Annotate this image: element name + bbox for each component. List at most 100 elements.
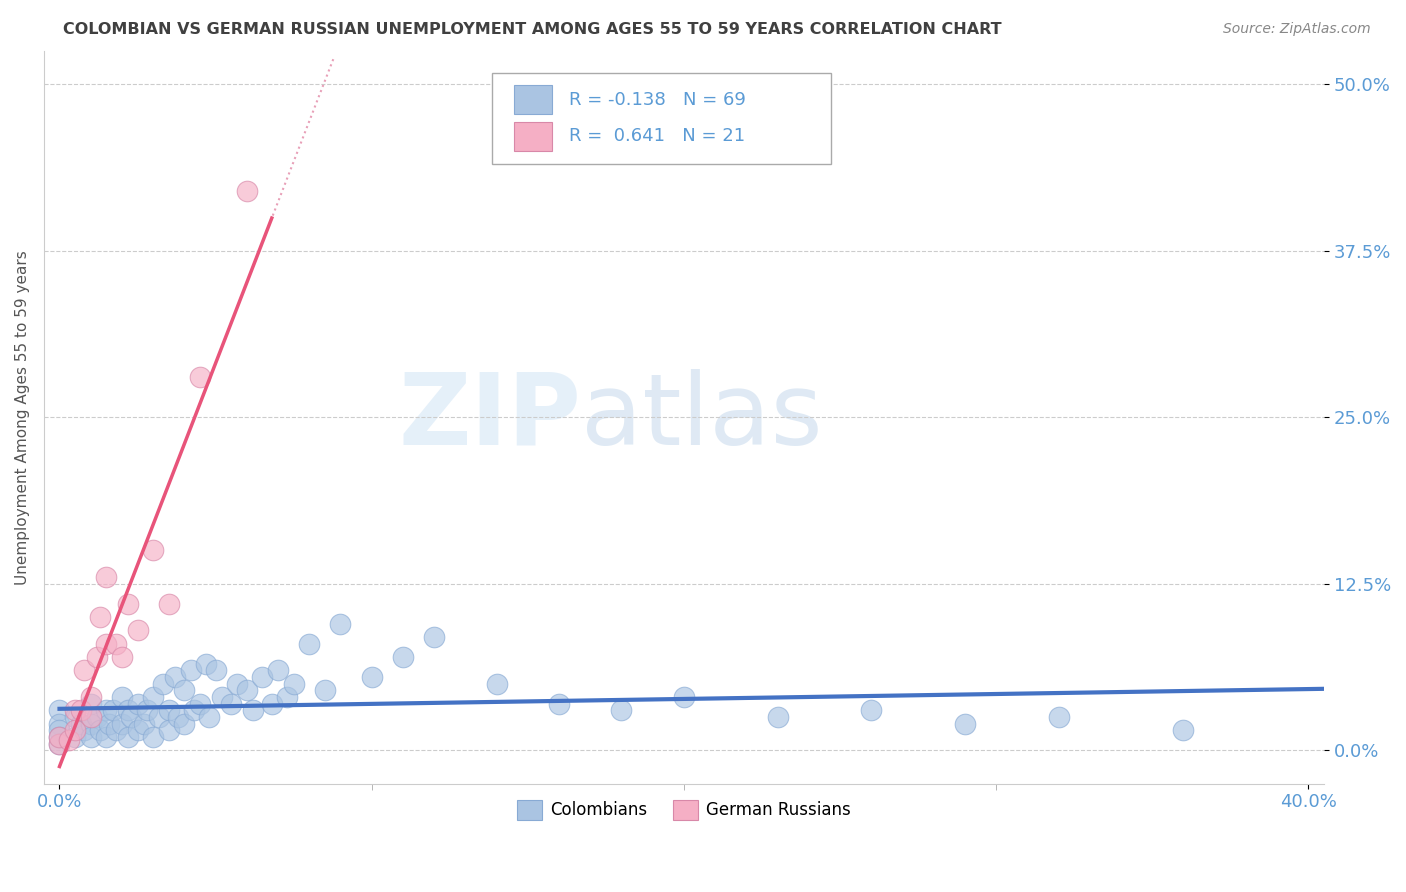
Point: [548, 697, 571, 711]
Y-axis label: Unemployment Among Ages 55 to 59 years: Unemployment Among Ages 55 to 59 years: [15, 250, 30, 584]
Text: R = -0.138   N = 69: R = -0.138 N = 69: [568, 91, 745, 109]
Point: [132, 716, 155, 731]
Point: [111, 716, 134, 731]
Point: [63, 723, 86, 738]
Point: [80, 710, 103, 724]
Point: [111, 690, 134, 705]
Point: [860, 703, 883, 717]
Point: [73, 664, 96, 678]
Point: [392, 650, 415, 665]
Legend: Colombians, German Russians: Colombians, German Russians: [510, 793, 858, 827]
Point: [117, 730, 139, 744]
Point: [163, 670, 186, 684]
Point: [236, 184, 259, 198]
Point: [101, 703, 124, 717]
Point: [96, 570, 118, 584]
Point: [157, 723, 180, 738]
Point: [117, 703, 139, 717]
Point: [152, 677, 174, 691]
Point: [80, 730, 103, 744]
Point: [766, 710, 789, 724]
Point: [89, 610, 111, 624]
Point: [180, 664, 202, 678]
Point: [314, 683, 336, 698]
Point: [86, 710, 108, 724]
Point: [242, 703, 264, 717]
Point: [195, 657, 218, 671]
Point: [167, 710, 190, 724]
Point: [142, 690, 165, 705]
Point: [610, 703, 633, 717]
Point: [183, 703, 205, 717]
Point: [48, 730, 70, 744]
Point: [120, 710, 142, 724]
Point: [48, 737, 70, 751]
Point: [104, 637, 127, 651]
FancyBboxPatch shape: [513, 122, 553, 151]
Point: [953, 716, 976, 731]
FancyBboxPatch shape: [492, 72, 831, 164]
Point: [142, 730, 165, 744]
Point: [157, 597, 180, 611]
Point: [157, 703, 180, 717]
Point: [226, 677, 249, 691]
Point: [70, 703, 93, 717]
Point: [48, 737, 70, 751]
Point: [173, 716, 195, 731]
Point: [198, 710, 221, 724]
Point: [283, 677, 305, 691]
Point: [127, 723, 149, 738]
Point: [127, 624, 149, 638]
Point: [63, 710, 86, 724]
Point: [117, 597, 139, 611]
Text: COLOMBIAN VS GERMAN RUSSIAN UNEMPLOYMENT AMONG AGES 55 TO 59 YEARS CORRELATION C: COLOMBIAN VS GERMAN RUSSIAN UNEMPLOYMENT…: [63, 22, 1002, 37]
Point: [276, 690, 298, 705]
Point: [48, 716, 70, 731]
Point: [80, 716, 103, 731]
Point: [127, 697, 149, 711]
Point: [1173, 723, 1195, 738]
Point: [211, 690, 233, 705]
Point: [267, 664, 290, 678]
FancyBboxPatch shape: [513, 85, 553, 114]
Point: [219, 697, 242, 711]
Point: [63, 703, 86, 717]
Point: [1047, 710, 1070, 724]
Point: [63, 730, 86, 744]
Point: [48, 730, 70, 744]
Point: [142, 543, 165, 558]
Point: [188, 697, 211, 711]
Point: [485, 677, 508, 691]
Point: [204, 664, 226, 678]
Point: [48, 703, 70, 717]
Point: [96, 703, 118, 717]
Point: [111, 650, 134, 665]
Point: [98, 716, 121, 731]
Text: Source: ZipAtlas.com: Source: ZipAtlas.com: [1223, 22, 1371, 37]
Point: [360, 670, 382, 684]
Point: [173, 683, 195, 698]
Point: [80, 690, 103, 705]
Point: [148, 710, 170, 724]
Point: [96, 730, 118, 744]
Point: [236, 683, 259, 698]
Point: [672, 690, 695, 705]
Point: [48, 723, 70, 738]
Point: [73, 723, 96, 738]
Point: [104, 723, 127, 738]
Point: [70, 716, 93, 731]
Point: [252, 670, 274, 684]
Point: [329, 616, 352, 631]
Point: [80, 697, 103, 711]
Point: [96, 637, 118, 651]
Point: [423, 630, 446, 644]
Point: [58, 732, 80, 747]
Point: [89, 723, 111, 738]
Point: [86, 650, 108, 665]
Point: [135, 703, 157, 717]
Point: [298, 637, 321, 651]
Text: R =  0.641   N = 21: R = 0.641 N = 21: [568, 128, 745, 145]
Point: [260, 697, 283, 711]
Text: atlas: atlas: [582, 368, 823, 466]
Point: [188, 370, 211, 384]
